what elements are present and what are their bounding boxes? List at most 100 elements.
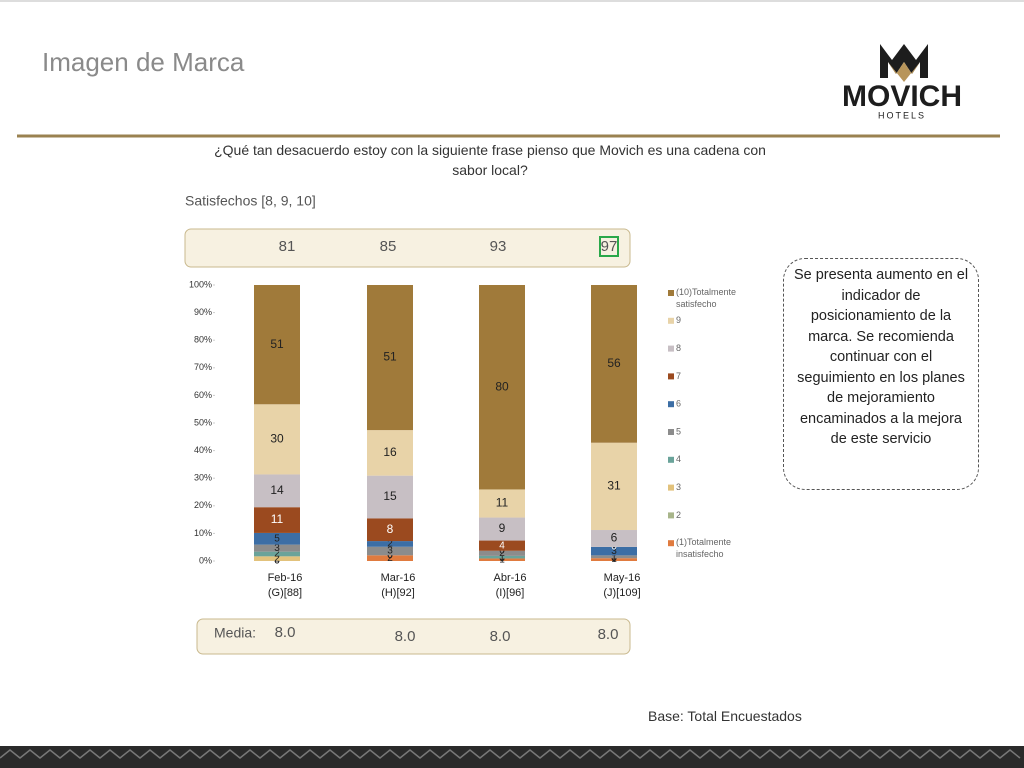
x-tick-sublabel: (H)[92]: [381, 587, 415, 599]
data-label: 3: [274, 543, 280, 554]
x-tick-label: Mar-16: [381, 572, 416, 584]
legend-line: insatisfecho: [676, 550, 724, 560]
x-tick-label: Abr-16: [493, 572, 526, 584]
base-note: Base: Total Encuestados: [648, 708, 802, 724]
y-tick-label: 30%: [194, 473, 212, 483]
mean-value: 8.0: [490, 628, 511, 645]
data-label: 2: [387, 539, 393, 550]
data-label: 0: [499, 545, 505, 556]
data-label: 56: [607, 356, 621, 370]
data-label: 11: [496, 496, 509, 510]
data-label: 5: [274, 533, 280, 544]
legend-swatch: [668, 484, 674, 491]
data-label: 1: [499, 552, 505, 563]
y-tick-label: 100%: [189, 279, 212, 289]
legend-swatch: [668, 373, 674, 380]
highlight-box: [599, 236, 619, 257]
legend-swatch: [668, 540, 674, 547]
data-label: 51: [270, 337, 284, 351]
legend-swatch: [668, 456, 674, 463]
legend-label: 8: [676, 343, 681, 353]
data-label: 2: [274, 549, 280, 560]
bar-segment: [254, 532, 300, 545]
data-label: 14: [270, 483, 284, 497]
legend-line: (10)Totalmente: [676, 287, 736, 297]
legend-label: 9: [676, 315, 681, 325]
y-tick-label: 70%: [194, 362, 212, 372]
legend-label: 5: [676, 426, 681, 436]
data-label: 0: [387, 550, 393, 561]
bar-segment: [479, 285, 525, 490]
bar-segment: [479, 550, 525, 556]
legend-swatch: [668, 512, 674, 519]
legend-line: (1)Totalmente: [676, 538, 731, 548]
satisfied-band: [184, 228, 631, 268]
legend-swatch: [668, 429, 674, 435]
x-tick-label: May-16: [604, 572, 641, 584]
data-label: 2: [387, 553, 393, 564]
bar-segment: [591, 555, 637, 559]
logo-name: MOVICH: [842, 80, 962, 113]
bar-segment: [591, 442, 637, 531]
bar-segment: [254, 507, 300, 533]
mean-value: 8.0: [395, 628, 416, 645]
data-label: 11: [271, 512, 284, 526]
data-label: 0: [611, 542, 617, 553]
x-tick-label: Feb-16: [268, 572, 303, 584]
bar-segment: [367, 518, 413, 542]
legend-label: 4: [676, 454, 681, 464]
data-label: 51: [383, 350, 397, 364]
satisfied-label: Satisfechos [8, 9, 10]: [185, 193, 316, 209]
data-label: 0: [611, 553, 617, 564]
satisfied-value: 81: [279, 238, 296, 255]
bar-segment: [479, 555, 525, 559]
y-tick-label: 80%: [194, 335, 212, 345]
data-label: 1: [611, 551, 617, 562]
question: ¿Qué tan desacuerdo estoy con la siguien…: [214, 142, 766, 178]
satisfied-value: 93: [490, 238, 507, 255]
bar-segment: [367, 285, 413, 431]
legend-label: (10)Totalmente satisfecho: [676, 287, 736, 309]
y-tick-label: 0%: [199, 555, 212, 565]
data-label: 4: [499, 540, 505, 551]
mean-value: 8.0: [598, 626, 619, 643]
data-label: 31: [607, 479, 621, 493]
y-tick-label: 50%: [194, 417, 212, 427]
data-label: 3: [387, 546, 393, 557]
y-tick-label: 60%: [194, 390, 212, 400]
legend-swatch: [668, 317, 674, 324]
data-label: 0: [387, 550, 393, 561]
data-label: 0: [611, 553, 617, 564]
bar-segment: [254, 551, 300, 557]
data-label: 0: [499, 553, 505, 564]
mean-band: [196, 618, 631, 655]
legend-label: 6: [676, 399, 681, 409]
y-tick-label: 10%: [194, 528, 212, 538]
data-label: 80: [495, 379, 509, 393]
data-label: 30: [270, 432, 284, 446]
bar-segment: [254, 556, 300, 561]
bar-segment: [479, 517, 525, 541]
data-label: 0: [611, 553, 617, 564]
bar-segment: [254, 474, 300, 508]
bar-segment: [591, 558, 637, 561]
data-label: 9: [499, 521, 506, 535]
data-label: 2: [274, 553, 280, 564]
legend-label: 3: [676, 482, 681, 492]
data-label: 0: [499, 553, 505, 564]
bar-segment: [367, 555, 413, 561]
bar-segment: [254, 404, 300, 475]
bar-segment: [367, 475, 413, 519]
legend-swatch: [668, 290, 674, 296]
data-label: 3: [611, 546, 617, 557]
bar-segment: [367, 546, 413, 556]
bar-segment: [591, 546, 637, 556]
legend-swatch: [668, 345, 674, 352]
legend-swatch: [668, 401, 674, 408]
data-label: 16: [383, 445, 397, 459]
data-label: 15: [383, 489, 397, 503]
data-label: 2: [499, 548, 505, 559]
satisfied-value: 97: [601, 238, 618, 255]
